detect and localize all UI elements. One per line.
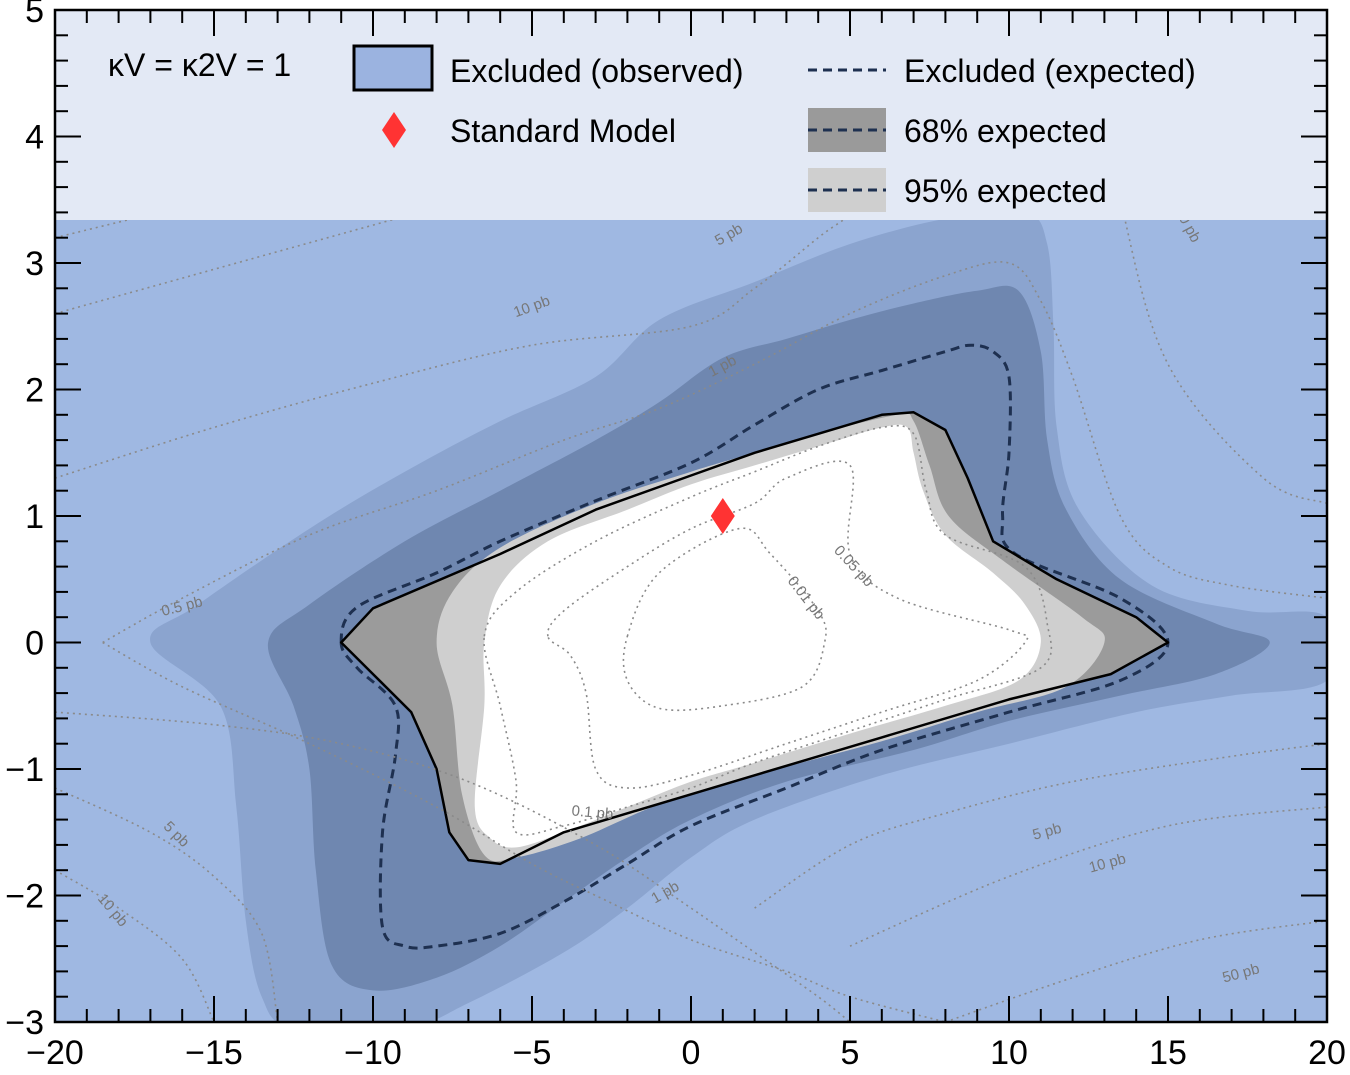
contour-label-2: 0.1 pb — [571, 802, 614, 823]
standard-model-point — [710, 498, 735, 534]
y-tick-label: −3 — [5, 1004, 44, 1042]
xsec-contour-4 — [102, 641, 946, 1022]
expected-95-inner-band — [474, 424, 1041, 848]
legend-sm-marker — [382, 112, 406, 148]
legend-background — [55, 10, 1327, 220]
xsec-contour-3 — [102, 261, 1327, 644]
legend-sm-label: Standard Model — [450, 113, 676, 149]
expected-exclusion-line — [339, 343, 1170, 950]
xsec-contour-1 — [546, 460, 1029, 789]
x-tick-label: 0 — [682, 1034, 701, 1072]
x-tick-label: −20 — [26, 1034, 84, 1072]
legend-condition-label: κV = κ2V = 1 — [108, 47, 291, 83]
legend-expected-label: Excluded (expected) — [904, 53, 1196, 89]
x-tick-label: 10 — [990, 1034, 1028, 1072]
y-tick-label: 5 — [25, 0, 44, 30]
xsec-contour-13 — [1081, 10, 1327, 505]
observed-exclusion-line — [339, 411, 1170, 866]
y-tick-label: 4 — [25, 119, 44, 157]
x-tick-label: 5 — [841, 1034, 860, 1072]
legend-95-label: 95% expected — [904, 173, 1107, 209]
x-tick-label: −10 — [344, 1034, 402, 1072]
y-tick-label: 1 — [25, 498, 44, 536]
x-tick-label: 15 — [1149, 1034, 1187, 1072]
legend-observed-label: Excluded (observed) — [450, 53, 743, 89]
x-tick-label: −15 — [185, 1034, 243, 1072]
xsec-contour-9 — [754, 742, 1327, 909]
contour-label-8: 5 pb — [1031, 820, 1064, 844]
legend-68-label: 68% expected — [904, 113, 1107, 149]
y-tick-label: 2 — [25, 372, 44, 410]
x-tick-label: 20 — [1308, 1034, 1346, 1072]
y-tick-label: 0 — [25, 625, 44, 663]
xsec-contour-5 — [55, 10, 921, 479]
xsec-contour-11 — [55, 869, 215, 1022]
y-tick-label: −2 — [5, 878, 44, 916]
x-tick-label: −5 — [513, 1034, 552, 1072]
xsec-contour-6 — [55, 711, 851, 1022]
y-tick-label: −1 — [5, 751, 44, 789]
legend: κV = κ2V = 1 Excluded (observed) Excluded … — [55, 10, 1327, 220]
y-tick-label: 3 — [25, 245, 44, 283]
legend-observed-swatch — [352, 44, 434, 92]
xsec-contour-2 — [483, 424, 1053, 836]
